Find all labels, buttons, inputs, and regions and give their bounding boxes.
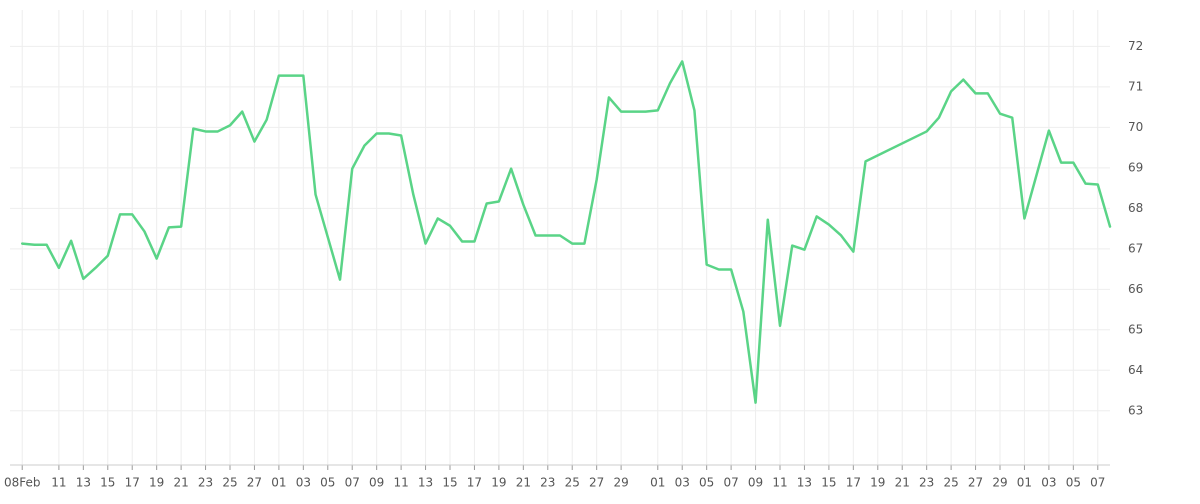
y-tick-label: 66 bbox=[1128, 282, 1143, 296]
x-tick-label: 15 bbox=[821, 476, 836, 490]
x-tick-label: 25 bbox=[943, 476, 958, 490]
data-line bbox=[20, 60, 1112, 404]
x-tick-label: 19 bbox=[149, 476, 164, 490]
y-tick-label: 65 bbox=[1128, 322, 1143, 336]
x-tick-label: 23 bbox=[540, 476, 555, 490]
x-tick-label: 25 bbox=[565, 476, 580, 490]
x-tick-label: 07 bbox=[1090, 476, 1105, 490]
x-tick-label: 03 bbox=[296, 476, 311, 490]
x-tick-label: 05 bbox=[699, 476, 714, 490]
x-tick-label: 25 bbox=[222, 476, 237, 490]
y-tick-label: 64 bbox=[1128, 363, 1143, 377]
x-tick-label: 15 bbox=[442, 476, 457, 490]
plot-area bbox=[10, 10, 1110, 465]
x-tick-label: 21 bbox=[895, 476, 910, 490]
x-tick-label: 11 bbox=[772, 476, 787, 490]
x-tick-label: 03 bbox=[675, 476, 690, 490]
x-tick-label: 19 bbox=[870, 476, 885, 490]
x-tick-label: 29 bbox=[613, 476, 628, 490]
x-tick-label: 29 bbox=[992, 476, 1007, 490]
y-tick-label: 69 bbox=[1128, 160, 1143, 174]
x-tick-label: 21 bbox=[173, 476, 188, 490]
y-tick-label: 71 bbox=[1128, 79, 1143, 93]
x-tick-label: 19 bbox=[491, 476, 506, 490]
y-tick-label: 63 bbox=[1128, 403, 1143, 417]
x-tick-label: 05 bbox=[1066, 476, 1081, 490]
x-tick-label: 05 bbox=[320, 476, 335, 490]
x-tick-label: 09 bbox=[369, 476, 384, 490]
x-tick-label: 07 bbox=[723, 476, 738, 490]
x-tick-label: 17 bbox=[125, 476, 140, 490]
y-tick-label: 72 bbox=[1128, 39, 1143, 53]
x-tick-label: 11 bbox=[393, 476, 408, 490]
x-tick-label: 27 bbox=[589, 476, 604, 490]
x-tick-label: 17 bbox=[846, 476, 861, 490]
y-tick-label: 70 bbox=[1128, 120, 1143, 134]
x-tick-label: 07 bbox=[345, 476, 360, 490]
x-tick-label: 01 bbox=[271, 476, 286, 490]
x-tick-label: 03 bbox=[1041, 476, 1056, 490]
x-tick-label: 23 bbox=[919, 476, 934, 490]
x-tick-label: 01 bbox=[1017, 476, 1032, 490]
x-tick-label: 17 bbox=[467, 476, 482, 490]
x-tick-label: 13 bbox=[418, 476, 433, 490]
x-tick-label: 23 bbox=[198, 476, 213, 490]
x-tick-label: 09 bbox=[748, 476, 763, 490]
x-tick-label: 08Feb bbox=[4, 476, 41, 490]
x-tick-label: 27 bbox=[968, 476, 983, 490]
x-tick-label: 11 bbox=[51, 476, 66, 490]
x-tick-label: 13 bbox=[797, 476, 812, 490]
y-tick-label: 68 bbox=[1128, 201, 1143, 215]
x-tick-label: 21 bbox=[516, 476, 531, 490]
x-tick-label: 13 bbox=[76, 476, 91, 490]
y-tick-label: 67 bbox=[1128, 241, 1143, 255]
x-tick-label: 15 bbox=[100, 476, 115, 490]
x-tick-label: 01 bbox=[650, 476, 665, 490]
x-tick-label: 27 bbox=[247, 476, 262, 490]
